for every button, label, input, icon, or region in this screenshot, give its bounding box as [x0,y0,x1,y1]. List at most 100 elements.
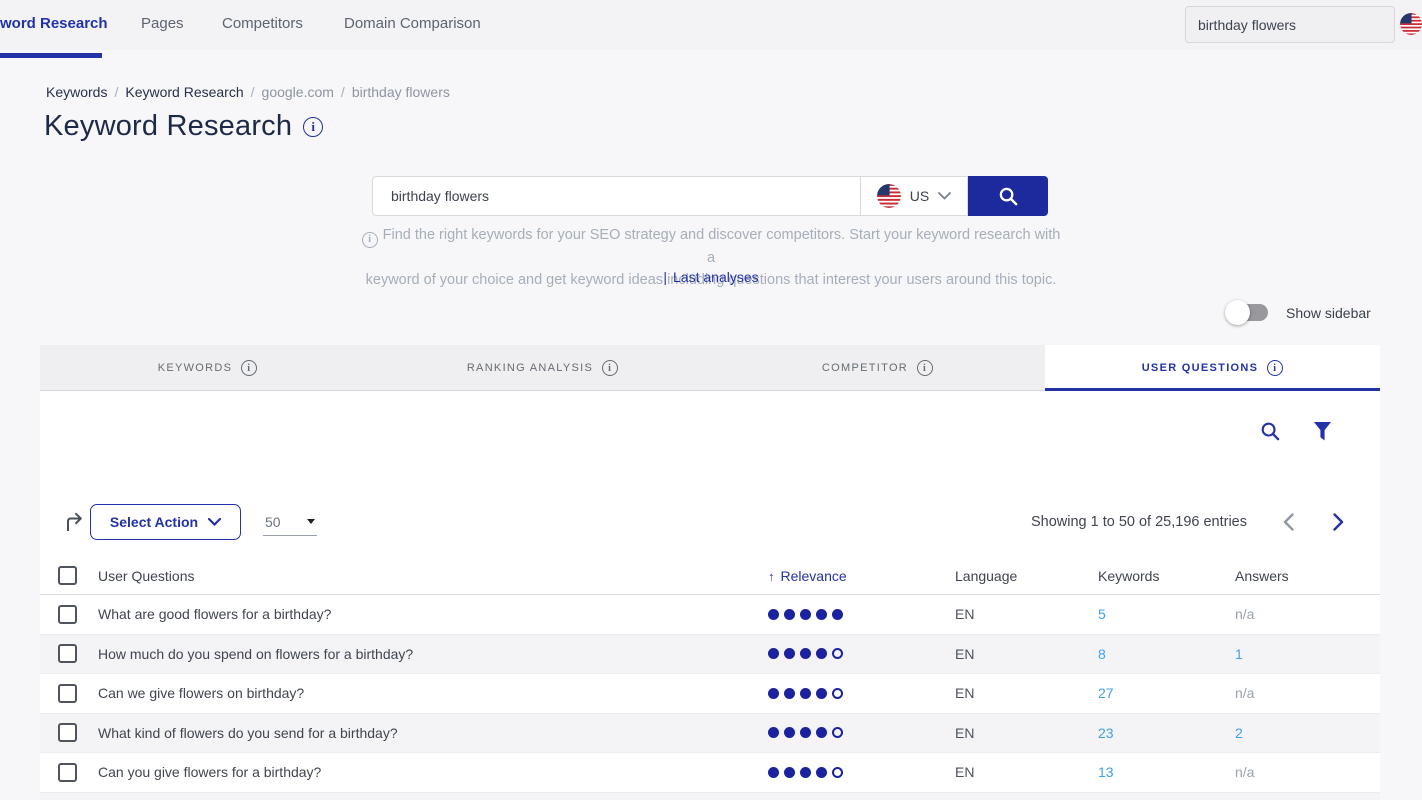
breadcrumb-keywords[interactable]: Keywords [46,84,108,100]
tab-strip: KEYWORDS RANKING ANALYSIS COMPETITOR USE… [40,345,1380,391]
search-button[interactable] [968,176,1048,216]
chevron-down-icon [938,192,952,200]
keywords-count-link[interactable]: 23 [1098,724,1114,741]
table-row: What kind of flowers do you send for a b… [40,713,1380,753]
row-checkbox[interactable] [58,604,77,624]
last-analyses-link[interactable]: | Last analyses [663,269,759,285]
col-answers: Answers [1235,567,1289,584]
show-sidebar-toggle[interactable] [1225,300,1268,325]
answers-cell: n/a [1235,606,1255,623]
relevance-dots [768,687,955,699]
country-selector[interactable]: US [860,176,968,216]
breadcrumb-keyword: birthday flowers [351,84,450,100]
relevance-dot-filled [784,648,795,660]
toggle-knob [1225,300,1250,325]
nav-item-pages[interactable]: Pages [141,15,184,32]
user-questions-table: User Questions ↑ Relevance Language Keywo… [40,557,1380,800]
keywords-count-link[interactable]: 5 [1098,606,1106,623]
relevance-dot-filled [784,687,795,699]
question-text: What are good flowers for a birthday? [98,606,332,623]
topbar-search-input[interactable] [1185,6,1395,43]
results-panel: KEYWORDS RANKING ANALYSIS COMPETITOR USE… [40,345,1380,800]
relevance-dot-empty [832,727,843,739]
language-cell: EN [955,764,975,781]
table-row-partial [40,792,1380,800]
language-cell: EN [955,685,975,702]
answers-cell[interactable]: 1 [1235,645,1243,662]
col-language: Language [955,567,1018,584]
next-page-icon[interactable] [1333,513,1344,531]
filter-icon[interactable] [1313,421,1332,442]
tab-info-icon [241,360,258,376]
question-text: How much do you spend on flowers for a b… [98,645,414,662]
relevance-dots [768,766,955,778]
tab-keywords[interactable]: KEYWORDS [40,345,375,391]
breadcrumb: Keywords / Keyword Research / google.com / bir… [46,84,450,100]
chevron-down-icon [208,518,222,526]
col-relevance[interactable]: ↑ Relevance [768,567,847,584]
select-all-checkbox[interactable] [58,566,77,585]
answers-cell: n/a [1235,764,1255,781]
pagination-status: Showing 1 to 50 of 25,196 entries [1030,514,1247,530]
answers-cell: n/a [1235,685,1255,702]
country-code: US [909,188,930,204]
tab-user-questions[interactable]: USER QUESTIONS [1045,345,1380,391]
question-text: What kind of flowers do you send for a b… [98,724,398,741]
tab-info-icon [1267,360,1284,376]
us-flag-icon [876,184,901,208]
keywords-count-link[interactable]: 13 [1098,764,1114,781]
sort-asc-icon: ↑ [768,568,775,584]
col-user-questions: User Questions [98,567,195,584]
page-size-select[interactable]: 50 [263,508,317,536]
table-search-icon[interactable] [1260,421,1281,442]
relevance-dot-filled [784,766,795,778]
language-cell: EN [955,645,975,662]
export-arrow-icon[interactable] [63,510,87,534]
table-row: What are good flowers for a birthday? EN… [40,595,1380,635]
breadcrumb-keyword-research[interactable]: Keyword Research [125,84,244,100]
nav-item-domain-comparison[interactable]: Domain Comparison [344,15,481,32]
title-info-icon[interactable] [303,116,324,137]
relevance-dot-filled [800,727,811,739]
relevance-dots [768,608,955,620]
tab-info-icon [602,360,619,376]
row-checkbox[interactable] [58,683,77,703]
relevance-dot-filled [800,608,811,620]
language-cell: EN [955,606,975,623]
search-description: Find the right keywords for your SEO str… [361,224,1061,292]
active-nav-underline [0,53,102,58]
relevance-dots [768,727,955,739]
row-checkbox[interactable] [58,723,77,743]
prev-page-icon[interactable] [1283,513,1294,531]
relevance-dot-empty [832,648,843,660]
us-flag-icon[interactable] [1400,13,1422,35]
relevance-dot-filled [800,766,811,778]
question-text: Can you give flowers for a birthday? [98,764,322,781]
relevance-dot-filled [816,687,827,699]
info-icon [361,232,378,249]
table-row: Can you give flowers for a birthday? EN … [40,753,1380,793]
nav-item-competitors[interactable]: Competitors [222,15,303,32]
table-row: How much do you spend on flowers for a b… [40,634,1380,674]
breadcrumb-domain: google.com [261,84,334,100]
tab-competitor[interactable]: COMPETITOR [710,345,1045,391]
relevance-dot-filled [784,727,795,739]
select-action-button[interactable]: Select Action [90,504,241,540]
relevance-dot-filled [832,608,843,620]
relevance-dot-empty [832,687,843,699]
tab-ranking-analysis[interactable]: RANKING ANALYSIS [375,345,710,391]
relevance-dot-filled [768,648,779,660]
caret-down-icon [307,519,315,524]
keyword-input[interactable] [372,176,860,216]
row-checkbox[interactable] [58,762,77,782]
row-checkbox[interactable] [58,644,77,664]
keywords-count-link[interactable]: 27 [1098,685,1114,702]
keywords-count-link[interactable]: 8 [1098,645,1106,662]
answers-cell[interactable]: 2 [1235,724,1243,741]
nav-item-keyword-research[interactable]: word Research [0,15,108,32]
show-sidebar-label: Show sidebar [1286,304,1371,321]
page-title: Keyword Research [44,110,293,142]
relevance-dot-filled [800,687,811,699]
relevance-dot-filled [768,727,779,739]
